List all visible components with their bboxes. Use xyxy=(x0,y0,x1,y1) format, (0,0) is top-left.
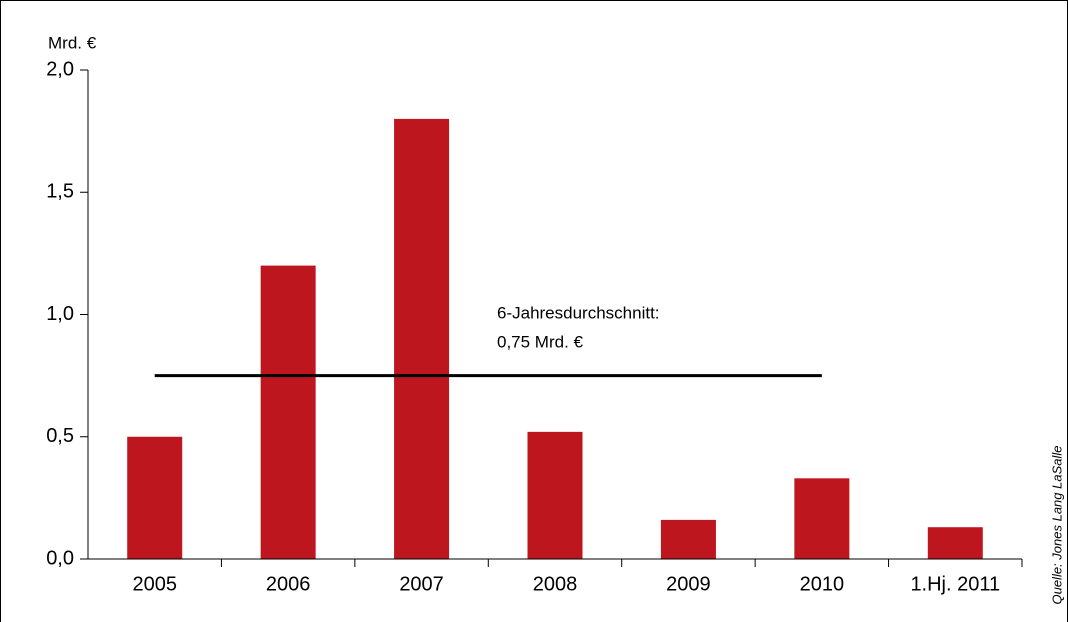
bar xyxy=(660,519,716,559)
bar xyxy=(394,118,450,560)
annotation: 0,75 Mrd. € xyxy=(497,332,584,351)
x-tick-label: 2005 xyxy=(132,573,177,595)
source: Quelle: Jones Lang LaSalle xyxy=(1049,445,1064,604)
x-tick-label: 2007 xyxy=(399,573,444,595)
annotation: 6-Jahresdurchschnitt: xyxy=(497,303,660,322)
bar xyxy=(794,478,850,559)
bar xyxy=(527,431,583,559)
y-unit: Mrd. € xyxy=(48,33,97,52)
bar xyxy=(927,527,983,559)
y-tick-label: 1,0 xyxy=(46,303,74,325)
y-tick-label: 0,0 xyxy=(46,547,74,569)
y-tick-label: 1,5 xyxy=(46,181,74,203)
x-tick-label: 2010 xyxy=(800,573,845,595)
x-tick-label: 2009 xyxy=(666,573,711,595)
y-tick-label: 2,0 xyxy=(46,58,74,80)
x-tick-label: 2006 xyxy=(266,573,311,595)
x-tick-label: 1.Hj. 2011 xyxy=(910,573,1000,595)
y-tick-label: 0,5 xyxy=(46,425,74,447)
bar xyxy=(127,436,183,559)
bar xyxy=(260,265,316,559)
x-tick-label: 2008 xyxy=(533,573,578,595)
